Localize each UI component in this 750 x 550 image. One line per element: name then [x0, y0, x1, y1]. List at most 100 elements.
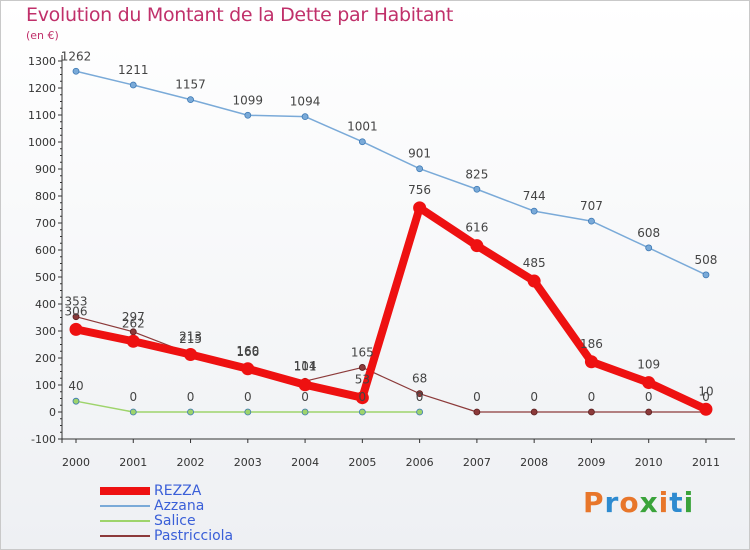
y-tick-label: 900: [35, 163, 56, 176]
data-label: 1094: [290, 95, 321, 109]
x-tick-label: 2009: [577, 456, 605, 469]
x-tick-label: 2008: [520, 456, 548, 469]
legend-item-salice: Salice: [100, 513, 360, 529]
legend-label: Pastricciola: [154, 528, 234, 544]
data-point: [588, 408, 595, 416]
data-point: [413, 201, 427, 215]
x-tick-label: 2010: [635, 456, 663, 469]
data-label: 114: [294, 359, 317, 373]
legend-swatch: [100, 487, 150, 495]
data-label: 353: [65, 295, 88, 309]
data-point: [702, 271, 710, 279]
data-point: [416, 408, 424, 416]
series-line: [75, 70, 707, 276]
data-point: [244, 408, 252, 416]
legend-swatch: [100, 535, 150, 537]
data-point: [473, 185, 481, 193]
x-tick-label: 2001: [119, 456, 147, 469]
data-label: 0: [187, 390, 195, 404]
data-point: [187, 408, 194, 416]
data-point: [358, 138, 366, 146]
data-label: 297: [122, 310, 145, 324]
data-point: [184, 347, 198, 361]
legend-label: Azzana: [154, 498, 205, 514]
data-label: 744: [523, 189, 546, 203]
data-point: [527, 274, 541, 288]
data-point: [126, 334, 140, 348]
data-point: [584, 355, 598, 369]
data-point: [530, 207, 538, 215]
x-tick-label: 2002: [177, 456, 205, 469]
data-label: 0: [473, 390, 481, 404]
chart-legend: REZZA Azzana Salice Pastricciola: [100, 483, 360, 544]
data-label: 608: [637, 226, 660, 240]
data-label: 1157: [175, 78, 206, 92]
data-label: 10: [698, 384, 713, 398]
y-tick-label: 300: [35, 325, 56, 338]
y-tick-label: 200: [35, 352, 56, 365]
series-line: [75, 316, 707, 413]
data-label: 213: [179, 329, 202, 343]
data-label: 508: [695, 253, 718, 267]
y-tick-label: 1300: [28, 55, 56, 68]
data-label: 1211: [118, 63, 149, 77]
data-point: [642, 376, 656, 390]
x-tick-label: 2006: [406, 456, 434, 469]
data-point: [645, 244, 653, 252]
chart-title: Evolution du Montant de la Dette par Hab…: [26, 4, 454, 26]
x-tick-label: 2004: [291, 456, 319, 469]
y-tick-label: 1100: [28, 109, 56, 122]
data-label: 166: [236, 345, 259, 359]
data-label: 53: [355, 373, 370, 387]
y-tick-label: 0: [49, 406, 56, 419]
data-point: [470, 239, 484, 253]
legend-label: Salice: [154, 513, 196, 529]
legend-item-pastricciola: Pastricciola: [100, 528, 360, 544]
data-point: [358, 364, 366, 371]
y-tick-label: 600: [35, 244, 56, 257]
data-point: [530, 408, 538, 416]
y-tick-label: 700: [35, 217, 56, 230]
y-tick-label: -100: [31, 433, 56, 446]
data-label: 1262: [61, 49, 92, 63]
data-label: 0: [301, 390, 309, 404]
data-label: 1099: [233, 93, 264, 107]
series-salice: [72, 397, 424, 416]
data-label: 616: [465, 221, 488, 235]
data-label: 109: [637, 358, 660, 372]
data-point: [129, 81, 137, 89]
y-tick-label: 800: [35, 190, 56, 203]
data-label: 40: [68, 379, 83, 393]
series-rezza: [69, 201, 713, 416]
series-pastricciola: [72, 313, 710, 416]
data-point: [645, 408, 653, 416]
proxiti-logo: Proxiti: [583, 486, 695, 519]
data-point: [129, 408, 137, 416]
data-label: 0: [588, 390, 596, 404]
legend-item-azzana: Azzana: [100, 498, 360, 514]
y-tick-label: 1200: [28, 82, 56, 95]
data-point: [301, 408, 309, 416]
x-tick-label: 2007: [463, 456, 491, 469]
data-label: 0: [645, 390, 653, 404]
data-label: 0: [530, 390, 538, 404]
data-label: 160: [236, 344, 259, 358]
x-tick-label: 2003: [234, 456, 262, 469]
y-tick-label: 400: [35, 298, 56, 311]
data-label: 0: [244, 390, 252, 404]
chart-unit-label: (en €): [26, 29, 59, 42]
data-point: [69, 322, 83, 336]
data-label: 756: [408, 183, 431, 197]
y-tick-label: 100: [35, 379, 56, 392]
data-point: [416, 165, 424, 173]
data-point: [473, 408, 481, 416]
data-label: 0: [702, 390, 710, 404]
data-point: [244, 111, 252, 119]
data-label: 707: [580, 199, 603, 213]
data-label: 186: [580, 337, 603, 351]
data-point: [241, 362, 255, 376]
data-label: 485: [523, 256, 546, 270]
data-point: [72, 67, 80, 75]
